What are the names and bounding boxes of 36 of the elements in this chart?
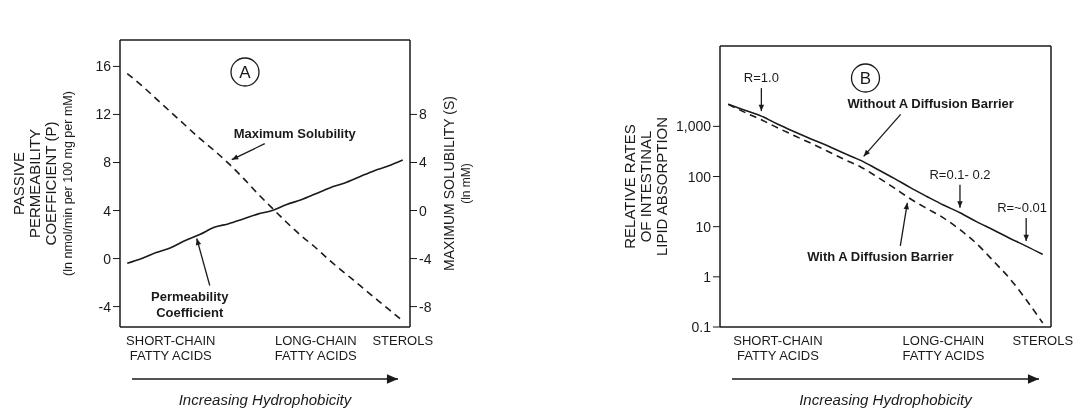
y-tick-label: 1,000 (675, 118, 712, 135)
y2-tick-label: 4 (419, 154, 427, 171)
y-tick-label: 0 (103, 250, 112, 267)
y-tick-label: 12 (95, 106, 112, 123)
annotation: R=~0.01 (997, 200, 1047, 216)
series-label: Maximum Solubility (233, 125, 357, 141)
text: Permeability Coefficient (151, 288, 230, 320)
x-tick-label: LONG-CHAIN FATTY ACIDS (902, 333, 985, 363)
y-tick-label: 100 (687, 168, 712, 185)
y-tick-label: -4 (98, 298, 112, 315)
x-tick-label: LONG-CHAIN FATTY ACIDS (274, 333, 358, 363)
x-tick-label: STEROLS (372, 333, 434, 348)
x-axis-title: Increasing Hydrophobicity (178, 391, 353, 408)
x-tick-label: SHORT-CHAIN FATTY ACIDS (126, 333, 216, 363)
y2-tick-label: 8 (419, 106, 427, 123)
y-tick-label: 10 (695, 218, 712, 235)
x-axis-title: Increasing Hydrophobicity (799, 391, 974, 408)
annotation: R=1.0 (743, 70, 779, 86)
y2-tick-label: 0 (419, 202, 427, 219)
x-tick-label: SHORT-CHAIN FATTY ACIDS (733, 333, 823, 363)
y2-tick-label: -4 (419, 250, 432, 267)
y-tick-label: 1 (703, 268, 712, 285)
annotation: A (239, 63, 252, 82)
legend-label: Without A Diffusion Barrier (847, 96, 1014, 112)
x-tick-label: STEROLS (1012, 333, 1074, 348)
annotation: B (859, 69, 872, 88)
y-axis-title: PASSIVE PERMEABILITY COEFFICIENT (P) (ln nmol/min per 100 mg per mM) (10, 91, 75, 276)
annotation: R=0.1- 0.2 (929, 166, 991, 182)
y-tick-label: 16 (95, 58, 112, 75)
y-tick-label: 8 (103, 154, 112, 171)
y-tick-label: 0.1 (691, 319, 712, 335)
y-tick-label: 4 (103, 202, 112, 219)
y-axis-title: RELATIVE RATES OF INTESTINAL LIPID ABSORPTION (621, 116, 670, 257)
y2-axis-title: MAXIMUM SOLUBILITY (S) (ln mM) (441, 96, 473, 271)
series-label: With A Diffusion Barrier (807, 248, 954, 264)
y2-tick-label: -8 (419, 298, 432, 315)
